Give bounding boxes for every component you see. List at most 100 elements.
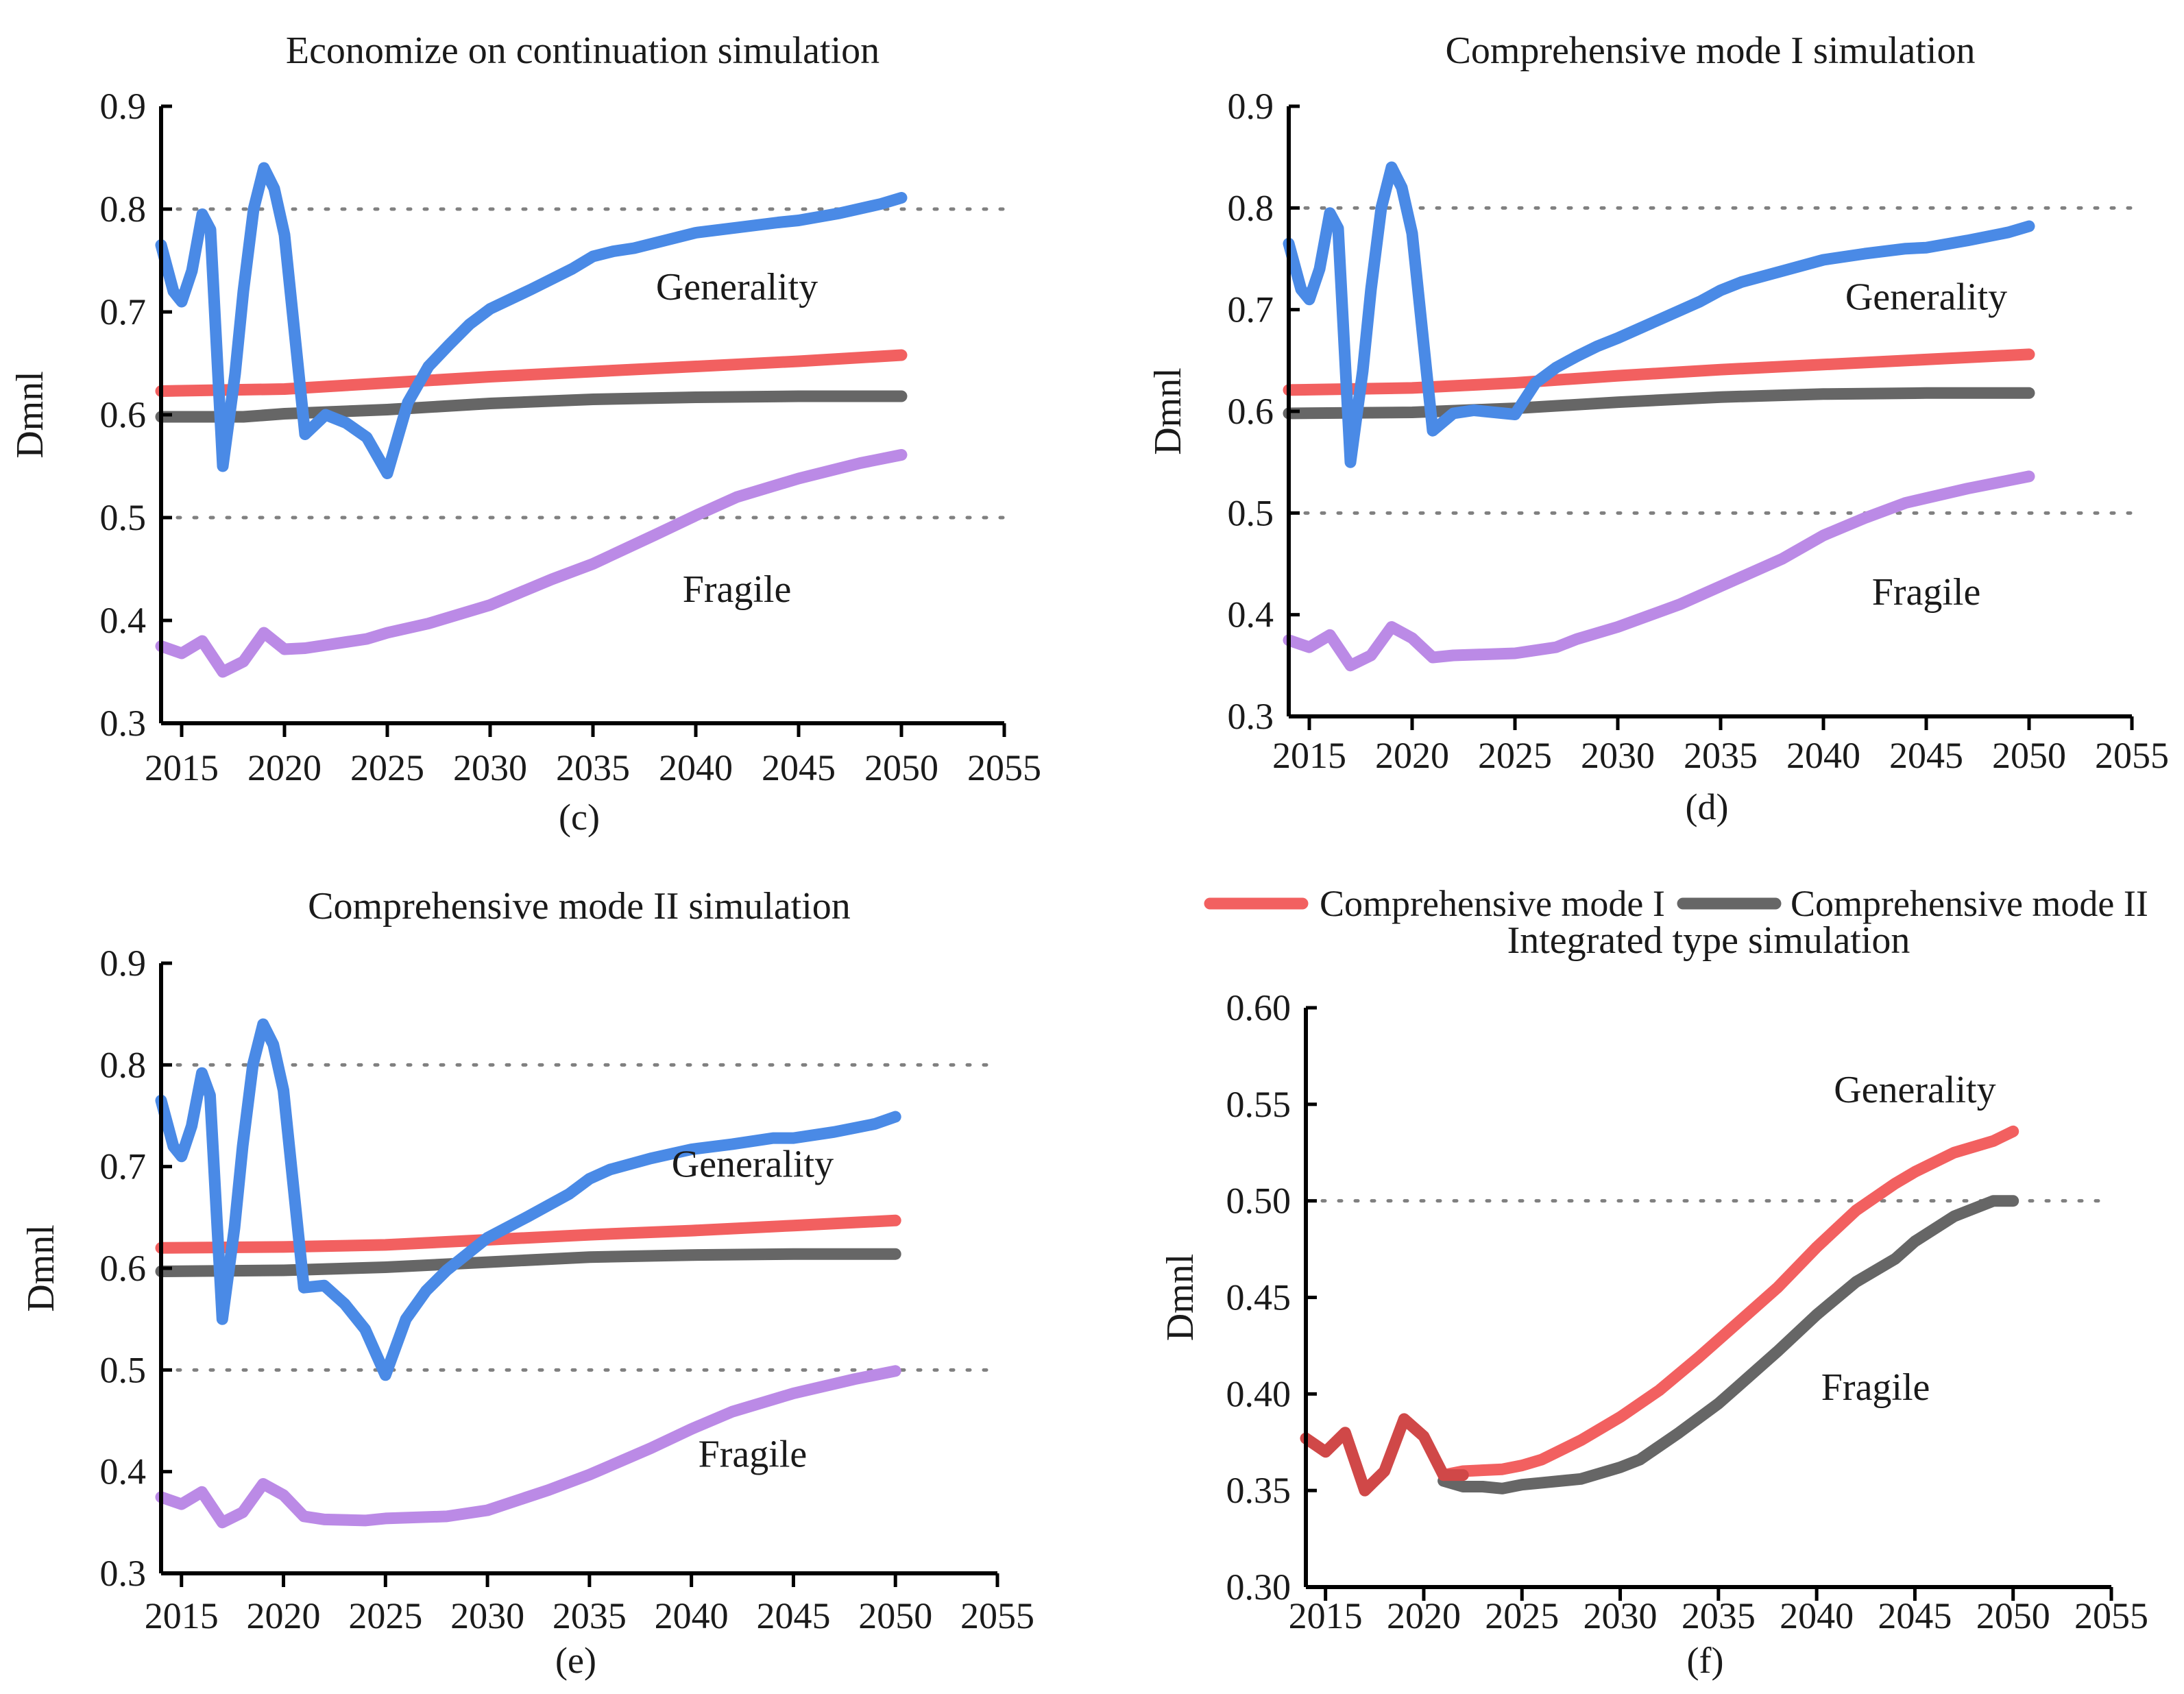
- x-tick-label: 2045: [756, 1595, 830, 1636]
- x-tick-label: 2030: [453, 747, 527, 788]
- chart-title: Economize on continuation simulation: [286, 29, 879, 72]
- x-tick-label: 2040: [655, 1595, 729, 1636]
- x-tick-label: 2020: [1387, 1595, 1461, 1636]
- series-line-comprehensive-mode-i: [1437, 1125, 2019, 1481]
- x-tick-label: 2025: [348, 1595, 422, 1636]
- y-tick-label: 0.3: [100, 703, 147, 744]
- y-tick-label: 0.6: [1228, 391, 1274, 432]
- y-tick-label: 0.9: [100, 86, 147, 127]
- annotation-fragile: Fragile: [683, 568, 792, 611]
- annotation-fragile: Fragile: [1821, 1366, 1930, 1409]
- y-tick-label: 0.6: [100, 1248, 147, 1289]
- series-line-shared-both-modes-: [1300, 1413, 1469, 1497]
- x-tick-label: 2030: [1581, 735, 1655, 776]
- y-tick-label: 0.3: [1228, 696, 1274, 737]
- panel-e: Comprehensive mode II simulation 0.3 0.4 0.…: [20, 885, 1034, 1681]
- y-tick-label: 0.55: [1226, 1084, 1291, 1125]
- series-line-comprehensive-mode-ii: [155, 390, 908, 423]
- chart-title: Comprehensive mode II simulation: [308, 885, 851, 928]
- legend-label: Comprehensive mode I: [1320, 883, 1665, 924]
- x-tick-label: 2025: [1478, 735, 1552, 776]
- series-line-generality: [1283, 161, 2035, 468]
- x-tick-label: 2025: [1485, 1595, 1559, 1636]
- x-tick-label: 2015: [145, 747, 219, 788]
- series-line-fragile: [155, 1365, 901, 1529]
- x-tick-label: 2055: [967, 747, 1041, 788]
- x-tick-label: 2020: [247, 1595, 321, 1636]
- y-axis-label: Dmnl: [20, 1224, 62, 1312]
- annotation-fragile: Fragile: [1872, 571, 1981, 614]
- series-line-comprehensive-mode-ii: [155, 1248, 901, 1277]
- panel-sublabel: (d): [1686, 786, 1729, 827]
- y-tick-label: 0.45: [1226, 1277, 1291, 1318]
- panel-sublabel: (c): [559, 797, 600, 838]
- panel-sublabel: (f): [1687, 1640, 1724, 1681]
- annotation-generality: Generality: [656, 266, 818, 308]
- annotation-generality: Generality: [672, 1144, 834, 1186]
- y-tick-label: 0.40: [1226, 1373, 1291, 1414]
- y-tick-label: 0.9: [100, 943, 147, 984]
- panel-c: Economize on continuation simulation 0.3 0…: [9, 29, 1041, 838]
- y-tick-label: 0.4: [100, 600, 147, 641]
- x-tick-label: 2015: [145, 1595, 219, 1636]
- legend-label: Comprehensive mode II: [1791, 883, 2148, 924]
- y-axis-label: Dmnl: [1159, 1254, 1202, 1342]
- y-tick-label: 0.6: [100, 394, 147, 435]
- series-line-fragile: [155, 449, 908, 678]
- y-tick-label: 0.60: [1226, 987, 1291, 1028]
- x-tick-label: 2015: [1272, 735, 1346, 776]
- x-tick-label: 2020: [1375, 735, 1449, 776]
- series-line-generality: [155, 162, 908, 479]
- x-tick-label: 2050: [864, 747, 938, 788]
- series-line-comprehensive-mode-i: [155, 349, 908, 397]
- panel-sublabel: (e): [555, 1640, 596, 1681]
- y-axis-label: Dmnl: [9, 371, 51, 459]
- chart-title: Comprehensive mode I simulation: [1446, 29, 1976, 72]
- x-tick-label: 2035: [1684, 735, 1758, 776]
- y-tick-label: 0.35: [1226, 1470, 1291, 1511]
- x-tick-label: 2055: [960, 1595, 1034, 1636]
- annotation-generality: Generality: [1834, 1069, 1995, 1111]
- x-tick-label: 2035: [1682, 1595, 1756, 1636]
- x-tick-label: 2045: [1878, 1595, 1952, 1636]
- series-line-comprehensive-mode-i: [1283, 348, 2035, 396]
- annotation-fragile: Fragile: [699, 1433, 808, 1475]
- x-tick-label: 2055: [2074, 1595, 2148, 1636]
- x-tick-label: 2015: [1289, 1595, 1363, 1636]
- y-tick-label: 0.30: [1226, 1566, 1291, 1608]
- x-tick-label: 2025: [350, 747, 424, 788]
- series-line-generality: [155, 1018, 901, 1381]
- x-tick-label: 2035: [556, 747, 630, 788]
- panel-d: Comprehensive mode I simulation 0.3 0.4 0.5…: [1147, 29, 2169, 827]
- x-tick-label: 2030: [450, 1595, 524, 1636]
- y-tick-label: 0.8: [1228, 187, 1274, 228]
- y-tick-label: 0.4: [100, 1451, 147, 1492]
- x-tick-label: 2045: [1889, 735, 1963, 776]
- panel-f: Integrated type simulation 0.30 0.35 0.40 0.…: [1159, 883, 2148, 1681]
- y-tick-label: 0.7: [1228, 289, 1274, 330]
- y-tick-label: 0.5: [1228, 492, 1274, 533]
- annotation-generality: Generality: [1845, 276, 2007, 319]
- y-tick-label: 0.50: [1226, 1181, 1291, 1222]
- y-tick-label: 0.7: [100, 291, 147, 332]
- x-tick-label: 2040: [1780, 1595, 1854, 1636]
- y-tick-label: 0.9: [1228, 86, 1274, 127]
- x-tick-label: 2030: [1584, 1595, 1658, 1636]
- x-tick-label: 2050: [858, 1595, 932, 1636]
- x-tick-label: 2050: [1976, 1595, 2050, 1636]
- y-tick-label: 0.5: [100, 1349, 147, 1390]
- series-line-comprehensive-mode-ii: [1437, 1195, 2019, 1495]
- x-tick-label: 2020: [247, 747, 321, 788]
- y-tick-label: 0.3: [100, 1553, 147, 1594]
- y-tick-label: 0.7: [100, 1146, 147, 1187]
- y-tick-label: 0.5: [100, 497, 147, 538]
- y-tick-label: 0.4: [1228, 594, 1274, 636]
- y-axis-label: Dmnl: [1147, 367, 1189, 455]
- series-line-fragile: [1283, 470, 2035, 672]
- x-tick-label: 2045: [762, 747, 836, 788]
- x-tick-label: 2040: [659, 747, 733, 788]
- x-tick-label: 2055: [2095, 735, 2169, 776]
- x-tick-label: 2035: [553, 1595, 627, 1636]
- chart-title: Integrated type simulation: [1507, 919, 1910, 962]
